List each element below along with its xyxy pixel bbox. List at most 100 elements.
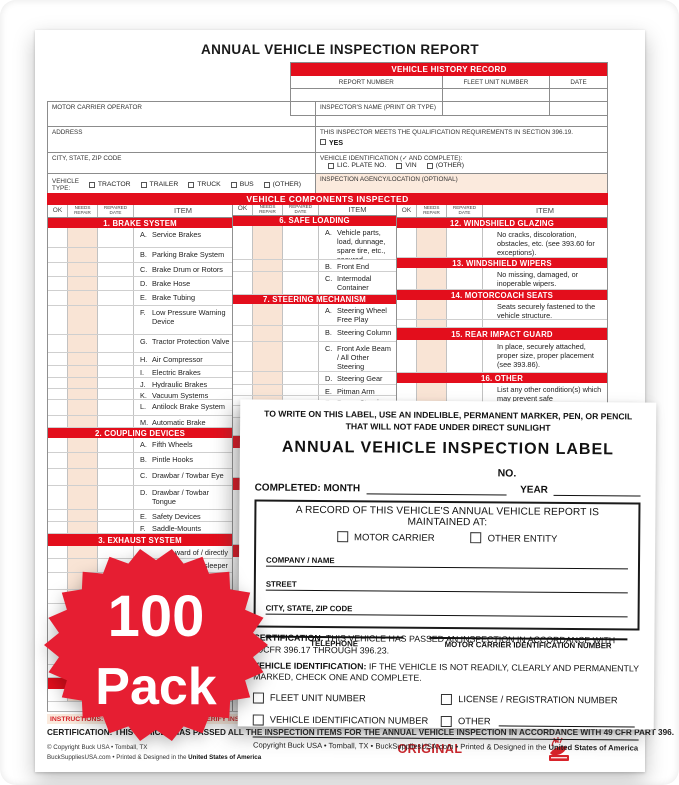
ok-cell — [233, 371, 253, 384]
starburst-seal-icon — [44, 549, 268, 741]
repaired-date-cell — [98, 228, 134, 247]
history-column-header: REPORT NUMBER — [291, 76, 443, 89]
component-row: A. Steering Wheel Free Play — [233, 303, 396, 326]
component-row: C.Intermodal Container Securement Device… — [233, 271, 396, 295]
needs-repair-cell — [68, 453, 98, 468]
section-banner: 7. STEERING MECHANISM — [233, 294, 396, 304]
inspection-label-card: TO WRITE ON THIS LABEL, USE AN INDELIBLE… — [237, 399, 657, 753]
checkbox-option: TRAILER — [140, 181, 179, 188]
checkbox-option: VIN — [396, 162, 417, 169]
ok-cell — [48, 291, 68, 305]
component-row: No cracks, discoloration, obstacles, etc… — [397, 228, 607, 258]
ok-cell — [397, 228, 417, 257]
component-row: B. Parking Brake System — [48, 248, 232, 263]
ok-cell — [48, 453, 68, 468]
option-label: VEHICLE IDENTIFICATION NUMBER — [269, 714, 429, 727]
repaired-date-cell — [98, 248, 134, 262]
column-header-row: OK NEEDS REPAIR REPAIRED DATE ITEM — [48, 205, 232, 218]
option-label: (OTHER) — [272, 181, 301, 188]
item-cell: D.Steering Gear Box — [325, 373, 383, 384]
column-header: NEEDS REPAIR — [253, 205, 283, 215]
component-row: B. Steering Column — [233, 325, 396, 342]
ok-cell — [48, 366, 68, 377]
ok-cell — [48, 335, 68, 352]
component-row: I. Electric Brakes — [48, 366, 232, 378]
option-label: FLEET UNIT NUMBER — [269, 692, 366, 704]
copyright-block: © Copyright Buck USA • Tomball, TX BuckS… — [47, 743, 261, 762]
component-row: J. Hydraulic Brakes — [48, 378, 232, 389]
item-cell: C.Intermodal Container Securement Device… — [325, 273, 376, 294]
ok-cell — [48, 559, 68, 572]
needs-repair-cell — [253, 341, 283, 371]
history-column-header: DATE — [550, 76, 607, 89]
item-cell: H. Air Compressor — [140, 355, 203, 364]
column-header: ITEM — [536, 206, 554, 216]
checkbox-option: TRACTOR — [88, 181, 131, 188]
column-header: ITEM — [348, 205, 367, 214]
repaired-date-cell — [283, 371, 319, 384]
yes-label: YES — [329, 140, 344, 147]
item-cell: C.Front Axle Beam / All Other Steering C… — [325, 343, 391, 371]
option-label: TRAILER — [149, 181, 179, 188]
repaired-date-cell — [98, 469, 134, 485]
section-banner: 12. WINDSHIELD GLAZING — [397, 218, 607, 228]
option-label: OTHER ENTITY — [487, 533, 558, 546]
ok-cell — [48, 486, 68, 509]
needs-repair-cell — [68, 291, 98, 305]
label-no-field: NO. — [497, 467, 517, 480]
item-cell: Seats securely fastened to the vehicle s… — [497, 302, 596, 319]
needs-repair-cell — [253, 225, 283, 259]
item-cell: ward of / directly — [174, 548, 228, 557]
section-banner: 13. WINDSHIELD WIPERS — [397, 258, 607, 268]
item-cell: E. Safety Devices — [140, 512, 201, 521]
vehicle-id-label: VEHICLE IDENTIFICATION (✓ AND COMPLETE): — [320, 155, 463, 162]
carrier-id-number-field: MOTOR CARRIER IDENTIFICATION NUMBER — [428, 637, 628, 651]
history-column-header: FLEET UNIT NUMBER — [442, 76, 551, 89]
checkbox-icon — [140, 181, 147, 188]
option-label: LIC. PLATE NO. — [337, 162, 387, 169]
info-row: CITY, STATE, ZIP CODE VEHICLE IDENTIFICA… — [48, 153, 607, 174]
item-cell: List any other condition(s) which may pr… — [497, 385, 602, 404]
needs-repair-cell — [68, 277, 98, 290]
column-header: NEEDS REPAIR — [68, 205, 98, 217]
history-columns: REPORT NUMBER FLEET UNIT NUMBER DATE — [291, 76, 607, 89]
completed-row: COMPLETED: MONTH YEAR — [255, 483, 641, 497]
needs-repair-cell — [417, 320, 447, 327]
report-title: ANNUAL VEHICLE INSPECTION REPORT — [200, 42, 480, 57]
repaired-date-cell — [98, 353, 134, 365]
option-label: BUS — [239, 181, 254, 188]
needs-repair-cell — [68, 228, 98, 247]
option-label: TRUCK — [197, 181, 221, 188]
repaired-date-cell — [283, 259, 319, 271]
item-cell: B. Parking Brake System — [140, 250, 225, 259]
checkbox-icon — [230, 181, 237, 188]
item-cell: C. Brake Drum or Rotors — [140, 265, 223, 274]
record-maintained-box: A RECORD OF THIS VEHICLE'S ANNUAL VEHICL… — [253, 499, 641, 651]
item-cell: E. Brake Tubing — [140, 293, 195, 302]
column-header: ITEM — [174, 206, 192, 216]
column-header: OK — [48, 205, 68, 217]
section-banner: 14. MOTORCOACH SEATS — [397, 290, 607, 300]
repaired-date-cell — [98, 510, 134, 521]
component-row: A. Fifth Wheels — [48, 438, 232, 453]
ok-cell — [48, 306, 68, 334]
label-blank-field: STREET — [265, 573, 628, 594]
repaired-date-cell — [447, 228, 483, 257]
info-row: ADDRESS THIS INSPECTOR MEETS THE QUALIFI… — [48, 127, 607, 153]
component-row: E. Safety Devices — [48, 510, 232, 522]
ok-cell — [48, 263, 68, 276]
label-blank-field: CITY, STATE, ZIP CODE — [265, 597, 628, 618]
repaired-date-cell — [283, 341, 319, 371]
item-cell: F. Low Pressure Warning Device — [140, 308, 226, 327]
item-cell: No cracks, discoloration, obstacles, etc… — [497, 230, 595, 257]
history-title: VEHICLE HISTORY RECORD — [291, 63, 607, 76]
checkbox-option: FLEET UNIT NUMBER — [252, 692, 441, 704]
component-row: H. Air Compressor — [48, 353, 232, 366]
inspection-agency-field: INSPECTION AGENCY/LOCATION (OPTIONAL) — [316, 174, 607, 195]
component-row: C. Brake Drum or Rotors — [48, 263, 232, 277]
checkbox-option: VEHICLE IDENTIFICATION NUMBER — [252, 714, 441, 727]
record-box-fields: COMPANY / NAME STREET CITY, STATE, ZIP COD… — [265, 549, 629, 618]
component-row: D. Brake Hose — [48, 277, 232, 291]
repaired-date-cell — [98, 522, 134, 533]
